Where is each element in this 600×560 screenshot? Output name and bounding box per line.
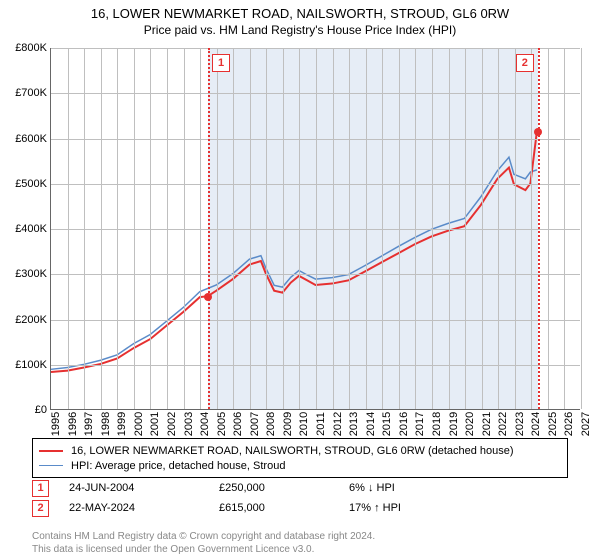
- subtitle: Price paid vs. HM Land Registry's House …: [0, 23, 600, 37]
- legend: 16, LOWER NEWMARKET ROAD, NAILSWORTH, ST…: [32, 438, 568, 478]
- x-tick-label: 2003: [183, 412, 195, 436]
- y-tick-label: £400K: [15, 223, 51, 235]
- y-tick-label: £100K: [15, 359, 51, 371]
- event-marker: 2: [32, 500, 49, 517]
- chart-area: £0£100K£200K£300K£400K£500K£600K£700K£80…: [50, 48, 580, 428]
- footer-line: Contains HM Land Registry data © Crown c…: [32, 530, 375, 543]
- x-tick-label: 2024: [530, 412, 542, 436]
- y-tick-label: £200K: [15, 314, 51, 326]
- x-tick-label: 2013: [348, 412, 360, 436]
- event-price: £615,000: [219, 502, 349, 514]
- event-date: 22-MAY-2024: [69, 502, 219, 514]
- x-tick-label: 2010: [298, 412, 310, 436]
- x-tick-label: 1997: [83, 412, 95, 436]
- legend-swatch: [39, 465, 63, 467]
- x-tick-label: 2017: [414, 412, 426, 436]
- x-tick-label: 2023: [514, 412, 526, 436]
- x-tick-label: 2001: [149, 412, 161, 436]
- chart-container: 16, LOWER NEWMARKET ROAD, NAILSWORTH, ST…: [0, 0, 600, 560]
- y-tick-label: £700K: [15, 87, 51, 99]
- event-date: 24-JUN-2004: [69, 482, 219, 494]
- titles: 16, LOWER NEWMARKET ROAD, NAILSWORTH, ST…: [0, 0, 600, 37]
- footer-line: This data is licensed under the Open Gov…: [32, 543, 375, 556]
- event-row: 1 24-JUN-2004 £250,000 6% HPI: [32, 478, 568, 498]
- x-tick-label: 2021: [481, 412, 493, 436]
- event-delta: 17% HPI: [349, 502, 469, 514]
- event-price: £250,000: [219, 482, 349, 494]
- legend-swatch: [39, 450, 63, 452]
- x-tick-label: 1999: [116, 412, 128, 436]
- arrow-down-icon: [368, 482, 374, 494]
- x-tick-label: 2027: [580, 412, 592, 436]
- x-tick-label: 2006: [232, 412, 244, 436]
- y-tick-label: £300K: [15, 268, 51, 280]
- x-tick-label: 2011: [315, 412, 327, 436]
- x-tick-label: 2008: [265, 412, 277, 436]
- arrow-up-icon: [374, 502, 380, 514]
- x-tick-label: 2016: [398, 412, 410, 436]
- x-tick-label: 2022: [497, 412, 509, 436]
- x-tick-label: 1996: [67, 412, 79, 436]
- legend-label: 16, LOWER NEWMARKET ROAD, NAILSWORTH, ST…: [71, 445, 514, 457]
- event-delta: 6% HPI: [349, 482, 469, 494]
- footer: Contains HM Land Registry data © Crown c…: [32, 530, 375, 556]
- y-tick-label: £500K: [15, 178, 51, 190]
- x-tick-label: 2026: [563, 412, 575, 436]
- x-tick-label: 2005: [216, 412, 228, 436]
- x-tick-label: 2000: [133, 412, 145, 436]
- x-tick-label: 2014: [365, 412, 377, 436]
- plot-area: £0£100K£200K£300K£400K£500K£600K£700K£80…: [50, 48, 580, 410]
- legend-row: 16, LOWER NEWMARKET ROAD, NAILSWORTH, ST…: [39, 443, 561, 458]
- x-tick-label: 2007: [249, 412, 261, 436]
- x-tick-label: 2018: [431, 412, 443, 436]
- y-tick-label: £600K: [15, 133, 51, 145]
- legend-label: HPI: Average price, detached house, Stro…: [71, 460, 285, 472]
- x-tick-label: 2019: [448, 412, 460, 436]
- y-tick-label: £800K: [15, 42, 51, 54]
- y-tick-label: £0: [35, 404, 51, 416]
- x-tick-label: 2015: [381, 412, 393, 436]
- events-table: 1 24-JUN-2004 £250,000 6% HPI 2 22-MAY-2…: [32, 478, 568, 518]
- x-tick-label: 2009: [282, 412, 294, 436]
- legend-row: HPI: Average price, detached house, Stro…: [39, 458, 561, 473]
- x-tick-label: 2002: [166, 412, 178, 436]
- event-row: 2 22-MAY-2024 £615,000 17% HPI: [32, 498, 568, 518]
- x-tick-label: 2025: [547, 412, 559, 436]
- title: 16, LOWER NEWMARKET ROAD, NAILSWORTH, ST…: [0, 6, 600, 21]
- event-marker: 1: [32, 480, 49, 497]
- x-tick-label: 1998: [100, 412, 112, 436]
- x-tick-label: 2004: [199, 412, 211, 436]
- x-tick-label: 2020: [464, 412, 476, 436]
- x-tick-label: 1995: [50, 412, 62, 436]
- x-tick-label: 2012: [332, 412, 344, 436]
